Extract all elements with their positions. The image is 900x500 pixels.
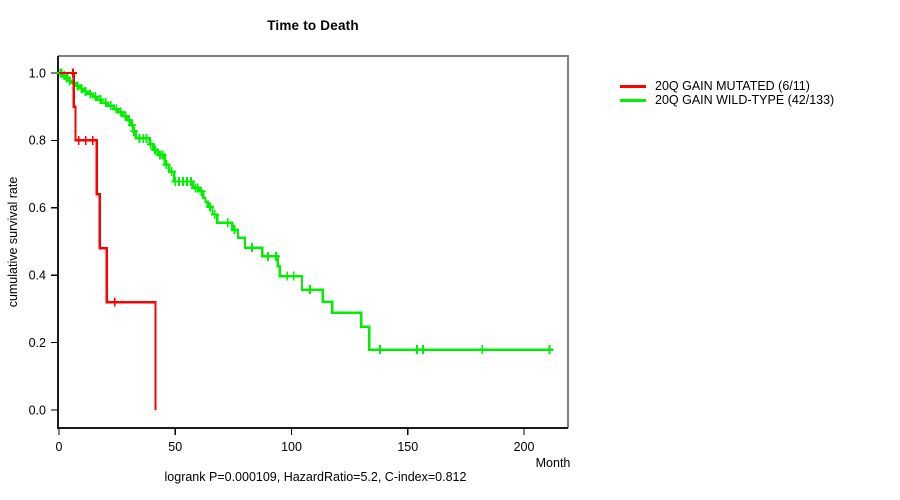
x-tick-label: 100: [281, 440, 302, 454]
y-tick-label: 0.0: [29, 403, 46, 417]
survival-curve-wildtype: [59, 71, 554, 351]
plot-box-leftbottom: [57, 56, 568, 429]
plot-box-topright: [58, 55, 569, 428]
censor-marks-mutated: [69, 68, 119, 307]
y-axis-label: cumulative survival rate: [6, 176, 20, 308]
y-tick-label: 1.0: [29, 66, 46, 80]
legend-line-red: [620, 84, 646, 88]
x-tick-label: 200: [514, 440, 535, 454]
stats-annotation: logrank P=0.000109, HazardRatio=5.2, C-i…: [164, 470, 467, 484]
y-tick-label: 0.8: [29, 134, 46, 148]
y-tick-label: 0.6: [29, 201, 46, 215]
x-tick-label: 150: [397, 440, 418, 454]
legend: 20Q GAIN MUTATED (6/11) 20Q GAIN WILD-TY…: [620, 79, 834, 107]
y-tick-label: 0.2: [29, 336, 46, 350]
x-axis-label: Month: [535, 456, 571, 470]
legend-label-wildtype: 20Q GAIN WILD-TYPE (42/133): [655, 93, 835, 107]
x-tick-label: 0: [56, 440, 63, 454]
survival-curve-mutated: [59, 71, 157, 410]
legend-label-mutated: 20Q GAIN MUTATED (6/11): [655, 79, 810, 93]
chart-title: Time to Death: [267, 18, 359, 33]
y-tick-label: 0.4: [29, 269, 46, 283]
legend-item-wildtype: 20Q GAIN WILD-TYPE (42/133): [620, 93, 834, 107]
censor-marks-wildtype: [56, 68, 554, 355]
x-tick-label: 50: [168, 440, 182, 454]
legend-line-green: [620, 98, 646, 102]
legend-item-mutated: 20Q GAIN MUTATED (6/11): [620, 79, 834, 93]
